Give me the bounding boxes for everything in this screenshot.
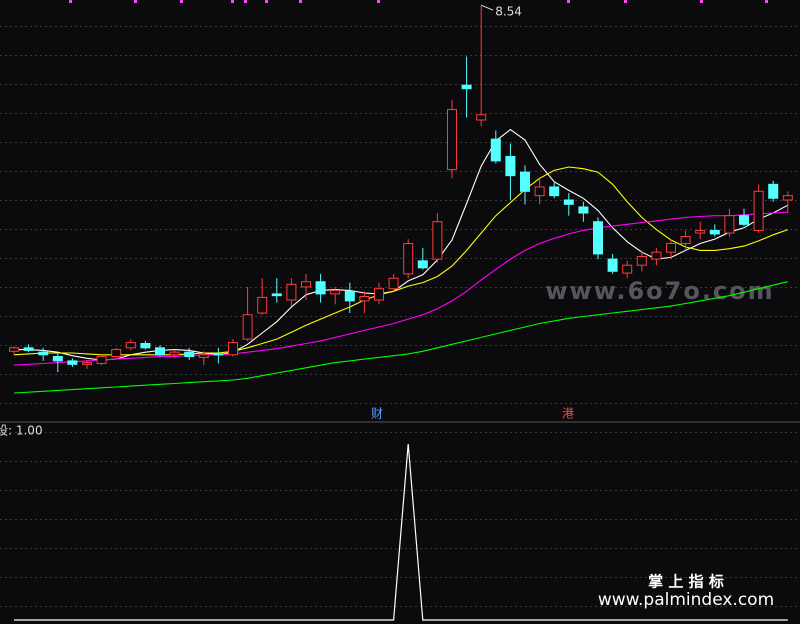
candle-body: [374, 288, 384, 301]
candle-body: [724, 215, 735, 234]
ma-line: [13, 211, 788, 366]
candle-body: [403, 242, 414, 275]
watermark: 掌 上 指 标: [648, 573, 724, 591]
candle-body: [213, 353, 224, 356]
indicator-title: 设: 1.00: [0, 424, 43, 438]
candle-body: [111, 349, 122, 358]
watermark: www.palmindex.com: [598, 590, 774, 610]
candle-body: [476, 114, 487, 121]
candle-body: [301, 281, 311, 288]
candle-body: [184, 351, 195, 358]
candle-body: [359, 296, 370, 302]
ma-line: [13, 166, 788, 356]
candle-body: [695, 229, 706, 234]
candle-body: [578, 206, 589, 214]
candle-body: [38, 351, 49, 356]
candle-body: [782, 195, 793, 201]
candle-body: [534, 186, 545, 197]
candle-body: [505, 156, 516, 177]
candle-body: [388, 277, 399, 290]
candle-body: [315, 281, 326, 295]
candle-body: [593, 221, 603, 255]
candle-body: [432, 221, 443, 260]
max-label: 8.54: [495, 5, 522, 19]
candle-body: [651, 251, 662, 260]
candle-body: [739, 215, 749, 225]
watermark: www.6o7o.com: [545, 277, 774, 305]
candle-body: [286, 283, 297, 301]
candle-body: [9, 347, 19, 352]
ma-line: [13, 281, 788, 394]
candle-body: [447, 109, 457, 171]
max-pointer: [481, 4, 494, 11]
candle-body: [242, 314, 253, 340]
event-marker: 财: [371, 407, 383, 421]
candle-body: [155, 347, 165, 356]
candle-body: [622, 264, 633, 274]
candle-body: [417, 260, 428, 269]
candle-body: [330, 289, 341, 295]
candle-body: [23, 347, 34, 351]
candle-body: [271, 293, 282, 297]
candle-body: [125, 342, 136, 349]
candle-body: [636, 256, 647, 266]
candle-body: [198, 354, 209, 358]
candle-body: [549, 186, 560, 197]
candle-body: [709, 229, 720, 235]
candle-body: [96, 356, 107, 364]
candle-body: [666, 242, 676, 253]
candle-body: [753, 190, 764, 231]
candle-body: [52, 356, 63, 362]
event-marker: 港: [562, 407, 574, 421]
indicator-line: [14, 443, 788, 621]
candle-body: [169, 351, 180, 356]
candle-body: [563, 199, 574, 205]
candle-body: [82, 362, 92, 365]
candle-body: [461, 84, 472, 90]
candle-body: [257, 296, 268, 314]
candle-body: [607, 258, 618, 272]
candle-body: [140, 342, 151, 349]
candle-body: [680, 236, 691, 244]
candle-body: [344, 290, 355, 302]
candle-body: [228, 342, 238, 356]
candle-body: [520, 171, 530, 192]
grid-pattern: [0, 0, 800, 404]
top-dots: [69, 0, 768, 3]
grid-pattern: [0, 420, 800, 624]
candle-body: [490, 138, 501, 162]
candle-body: [768, 183, 779, 199]
candle-body: [67, 360, 78, 365]
